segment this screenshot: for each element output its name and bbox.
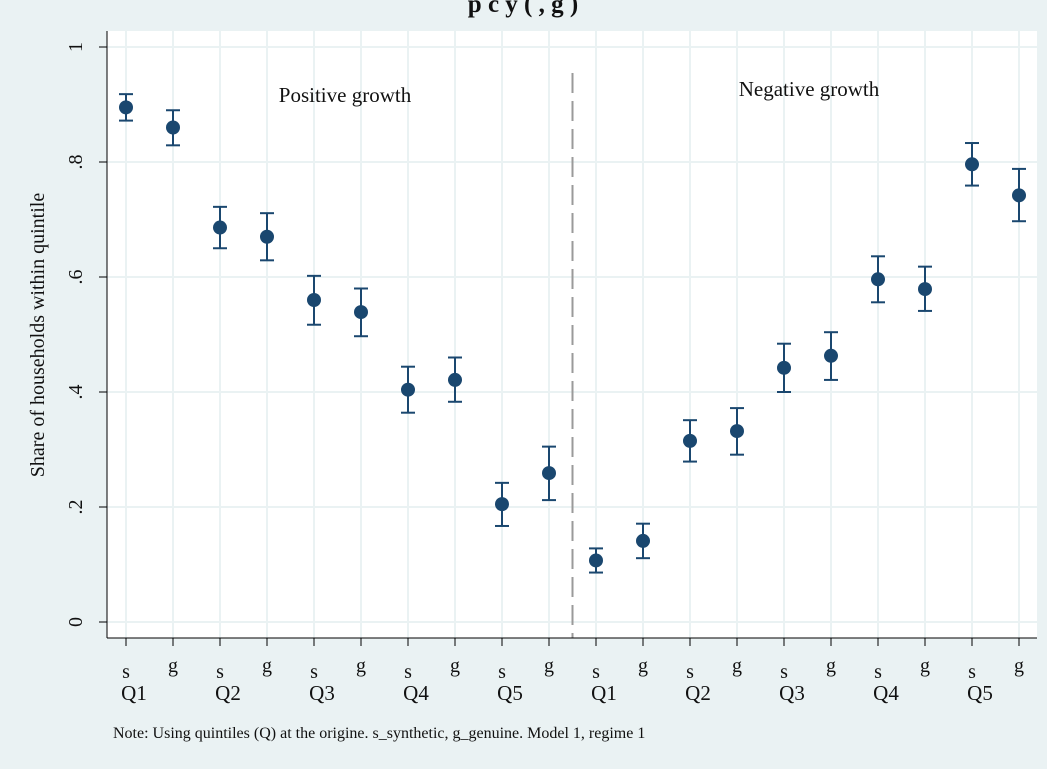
data-point bbox=[307, 293, 321, 307]
x-tick-label: g bbox=[356, 655, 366, 677]
x-tick-label: s bbox=[780, 661, 788, 683]
data-point bbox=[965, 157, 979, 172]
x-group-label: Q2 bbox=[215, 681, 241, 705]
x-tick-label: s bbox=[874, 661, 882, 683]
x-tick-label: s bbox=[310, 661, 318, 683]
data-point bbox=[589, 553, 603, 568]
chart-title: p c y ( , g ) bbox=[468, 0, 578, 18]
x-tick-label: s bbox=[968, 661, 976, 683]
x-tick-label: g bbox=[262, 655, 272, 677]
x-tick-label: g bbox=[732, 655, 742, 677]
x-group-label: Q3 bbox=[309, 681, 335, 705]
region-label-negative: Negative growth bbox=[739, 77, 880, 101]
x-tick-label: s bbox=[404, 661, 412, 683]
data-point bbox=[542, 466, 556, 481]
x-tick-label: s bbox=[592, 661, 600, 683]
x-tick-label: g bbox=[638, 655, 648, 677]
x-tick-label: g bbox=[920, 655, 930, 677]
x-group-label: Q5 bbox=[497, 681, 523, 705]
data-point bbox=[119, 100, 133, 115]
x-tick-label: g bbox=[826, 655, 836, 677]
marks-layer bbox=[119, 93, 1026, 574]
x-group-label: Q4 bbox=[403, 681, 429, 705]
data-point bbox=[824, 348, 838, 363]
x-group-label: Q2 bbox=[685, 681, 711, 705]
y-tick-label: .2 bbox=[65, 500, 87, 515]
x-tick-label: s bbox=[498, 661, 506, 683]
x-tick-label: g bbox=[450, 655, 460, 677]
data-point bbox=[354, 305, 368, 320]
data-point bbox=[213, 220, 227, 235]
x-tick-label: g bbox=[1014, 655, 1024, 677]
data-point bbox=[166, 120, 180, 135]
data-point bbox=[683, 433, 697, 448]
x-tick-label: s bbox=[122, 661, 130, 683]
data-point bbox=[260, 229, 274, 244]
x-tick-label: s bbox=[216, 661, 224, 683]
x-group-label: Q5 bbox=[967, 681, 993, 705]
x-group-label: Q1 bbox=[591, 681, 617, 705]
data-point bbox=[495, 497, 509, 512]
data-point bbox=[730, 424, 744, 439]
region-label-positive: Positive growth bbox=[279, 83, 412, 107]
data-point bbox=[636, 533, 650, 548]
chart-note: Note: Using quintiles (Q) at the origine… bbox=[113, 725, 645, 742]
y-tick-label: .6 bbox=[65, 270, 87, 285]
data-point bbox=[448, 372, 462, 387]
x-tick-label: g bbox=[544, 655, 554, 677]
data-point bbox=[401, 382, 415, 397]
data-point bbox=[871, 272, 885, 287]
x-tick-label: s bbox=[686, 661, 694, 683]
y-tick-label: 1 bbox=[65, 42, 87, 52]
y-axis-label: Share of households within quintile bbox=[27, 193, 49, 478]
x-group-label: Q1 bbox=[121, 681, 147, 705]
y-tick-label: .8 bbox=[65, 155, 87, 170]
data-point bbox=[918, 282, 932, 297]
x-group-label: Q4 bbox=[873, 681, 899, 705]
x-group-label: Q3 bbox=[779, 681, 805, 705]
data-point bbox=[1012, 188, 1026, 203]
y-tick-label: .4 bbox=[65, 385, 87, 400]
y-tick-label: 0 bbox=[65, 617, 87, 627]
x-tick-label: g bbox=[168, 655, 178, 677]
data-point bbox=[777, 360, 791, 375]
